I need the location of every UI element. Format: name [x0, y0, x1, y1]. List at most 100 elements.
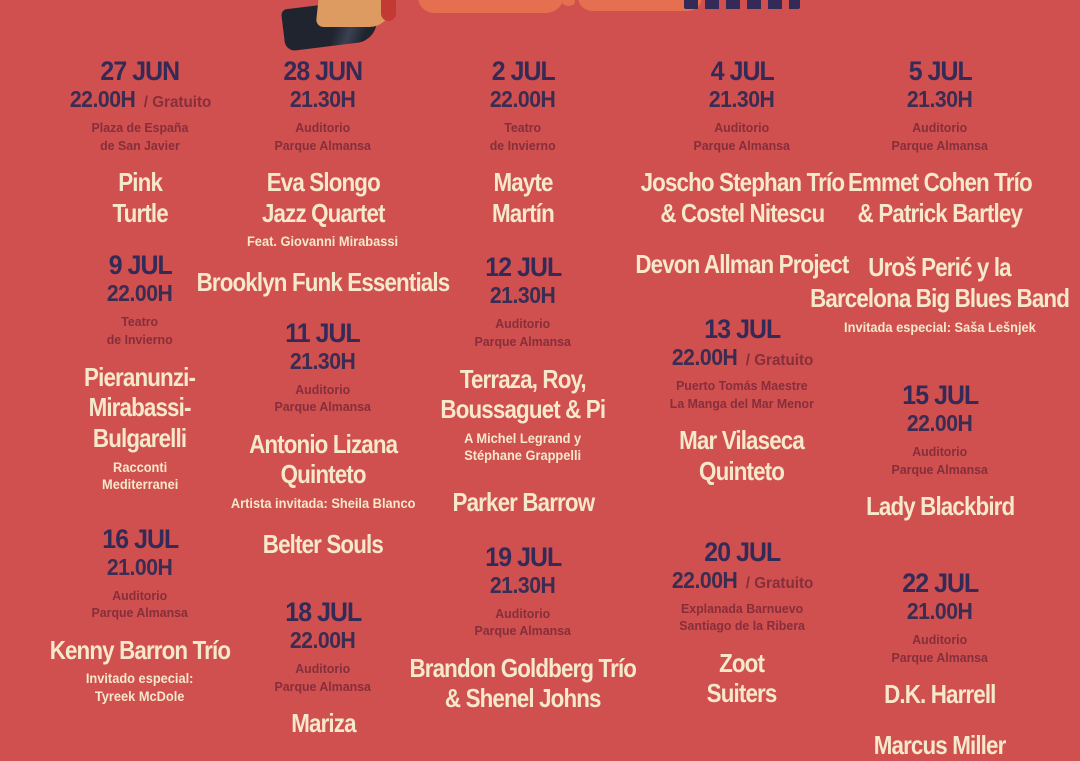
artist-note: Artista invitada: Sheila Blanco — [230, 496, 416, 512]
event-date: 2 JUL — [491, 56, 555, 86]
artist-note: Feat. Giovanni Mirabassi — [247, 234, 399, 250]
event-venue: Plaza de España de San Javier — [91, 120, 189, 153]
event-block: 15 JUL 22.00H Auditorio Parque Almansa Lady… — [854, 382, 1026, 522]
event-date: 16 JUL — [102, 523, 179, 554]
event-time-line: 22.00H / Gratuito — [669, 568, 815, 592]
event-block: 28 JUN 21.30H Auditorio Parque Almansa Eva … — [243, 58, 402, 251]
event-block: 11 JUL 21.30H Auditorio Parque Almansa Anto… — [226, 317, 420, 513]
event-block: Belter Souls — [253, 529, 393, 560]
event-block: 20 JUL 22.00H / Gratuito Explanada Barnuevo… — [669, 536, 815, 709]
event-venue: Auditorio Parque Almansa — [693, 120, 791, 153]
event-venue: Auditorio Parque Almansa — [891, 444, 989, 477]
event-time: 22.00H — [671, 344, 738, 371]
artist-name: D.K. Harrell — [884, 679, 996, 710]
event-time: 21.30H — [709, 86, 775, 112]
event-time-line: 22.00H — [487, 88, 558, 111]
cropped-logo-text — [684, 0, 800, 9]
artist-name: Mayte Martín — [492, 167, 555, 228]
festival-lineup-poster: { "poster": { "colors": { "background": … — [49, 0, 1080, 760]
artist-name: Kenny Barron Trío — [49, 634, 231, 665]
event-block: 4 JUL 21.30H Auditorio Parque Almansa Josch… — [624, 58, 861, 228]
orange-title-shape — [578, 0, 702, 11]
artist-name: Joscho Stephan Trío & Costel Nitescu — [640, 167, 844, 228]
artist-name: Parker Barrow — [452, 486, 595, 517]
event-venue: Auditorio Parque Almansa — [274, 661, 372, 694]
event-date: 20 JUL — [704, 536, 781, 567]
artist-name: Mariza — [290, 708, 356, 739]
event-date: 9 JUL — [108, 250, 172, 281]
artist-name: Antonio Lizana Quinteto — [248, 428, 398, 490]
event-time-line: 21.30H — [706, 88, 777, 111]
event-venue: Auditorio Parque Almansa — [891, 120, 989, 153]
event-date: 11 JUL — [285, 317, 361, 348]
event-venue: Auditorio Parque Almansa — [274, 120, 372, 153]
event-venue: Auditorio Parque Almansa — [891, 632, 989, 665]
artist-name: Marcus Miller — [874, 729, 1007, 760]
event-date: 15 JUL — [902, 380, 979, 411]
event-venue: Puerto Tomás Maestre La Manga del Mar Me… — [669, 378, 815, 411]
event-date: 4 JUL — [710, 56, 774, 86]
artist-name: Terraza, Roy, Boussaguet & Pi — [440, 363, 607, 425]
free-admission-label: / Gratuito — [745, 352, 814, 370]
person-figure-illustration — [280, 0, 396, 52]
event-date: 28 JUN — [283, 56, 364, 86]
event-time: 21.00H — [107, 553, 173, 580]
event-time: 22.00H — [290, 627, 356, 654]
event-time: 21.30H — [290, 86, 356, 112]
artist-name: Uroš Perić y la Barcelona Big Blues Band — [810, 252, 1071, 314]
event-date: 5 JUL — [908, 56, 972, 86]
event-time: 22.00H — [907, 410, 973, 437]
event-date: 12 JUL — [485, 252, 562, 283]
event-block: 2 JUL 22.00H Teatro de Invierno Mayte Martí… — [487, 58, 559, 228]
event-venue: Auditorio Parque Almansa — [474, 316, 572, 349]
artist-name: Mar Vilaseca Quinteto — [679, 425, 806, 486]
artist-note: Racconti Mediterranei — [101, 459, 179, 493]
event-date: 18 JUL — [285, 597, 362, 628]
artist-name: Eva Slongo Jazz Quartet — [261, 167, 386, 228]
event-time: 22.00H — [490, 86, 556, 112]
artist-name: Emmet Cohen Trío & Patrick Bartley — [848, 167, 1033, 228]
artist-name: Brooklyn Funk Essentials — [196, 266, 451, 297]
artist-name: Devon Allman Project — [635, 249, 849, 280]
lineup-column-3: 2 JUL 22.00H Teatro de Invierno Mayte Martí… — [410, 58, 638, 714]
free-admission-label: / Gratuito — [143, 94, 212, 111]
event-time: 21.00H — [907, 598, 973, 625]
event-time: 22.00H — [107, 280, 173, 307]
event-time-line: 22.00H / Gratuito — [67, 88, 213, 111]
event-time-line: 22.00H — [104, 282, 175, 305]
artist-name: Zoot Suiters — [707, 647, 778, 709]
event-block: Devon Allman Project — [618, 249, 866, 280]
artist-name: Lady Blackbird — [865, 491, 1015, 522]
event-time-line: 21.30H — [487, 284, 558, 307]
event-time-line: 21.00H — [904, 600, 975, 623]
event-venue: Explanada Barnuevo Santiago de la Ribera — [679, 600, 805, 634]
event-time-line: 21.30H — [904, 88, 975, 111]
artist-name: Pieranunzi- Mirabassi- Bulgarelli — [84, 361, 196, 453]
red-cloth-shape — [381, 0, 396, 21]
event-venue: Teatro de Invierno — [107, 314, 173, 347]
event-time-line: 21.00H — [104, 553, 175, 580]
event-venue: Auditorio Parque Almansa — [91, 587, 189, 621]
event-time: 21.30H — [290, 347, 356, 374]
artist-name: Brandon Goldberg Trío & Shenel Johns — [409, 652, 638, 714]
event-date: 27 JUN — [100, 56, 181, 86]
event-time: 21.30H — [490, 571, 556, 598]
event-block: Parker Barrow — [441, 487, 606, 518]
event-venue: Teatro de Invierno — [490, 120, 556, 153]
event-time-line: 22.00H — [904, 412, 975, 435]
event-block: Marcus Miller — [863, 730, 1016, 761]
event-time: 21.30H — [490, 282, 556, 309]
lineup-column-4: 4 JUL 21.30H Auditorio Parque Almansa Josch… — [622, 58, 862, 709]
event-block: 19 JUL 21.30H Auditorio Parque Almansa Bran… — [391, 543, 655, 714]
artist-note: Invitada especial: Saša Lešnjek — [844, 319, 1036, 335]
event-time-line: 21.30H — [287, 88, 358, 111]
event-block: 5 JUL 21.30H Auditorio Parque Almansa Emmet… — [833, 58, 1047, 228]
artist-note: Invitado especial: Tyreek McDole — [86, 671, 194, 704]
event-block: Uroš Perić y la Barcelona Big Blues Band… — [789, 252, 1080, 336]
event-time: 22.00H — [69, 86, 136, 112]
lineup-column-2: 28 JUN 21.30H Auditorio Parque Almansa Eva … — [197, 58, 451, 739]
event-time: 21.30H — [907, 86, 973, 112]
event-time-line: 21.30H — [487, 571, 558, 598]
event-block: 18 JUL 22.00H Auditorio Parque Almansa Mari… — [272, 599, 373, 739]
event-block: Brooklyn Funk Essentials — [176, 267, 470, 298]
